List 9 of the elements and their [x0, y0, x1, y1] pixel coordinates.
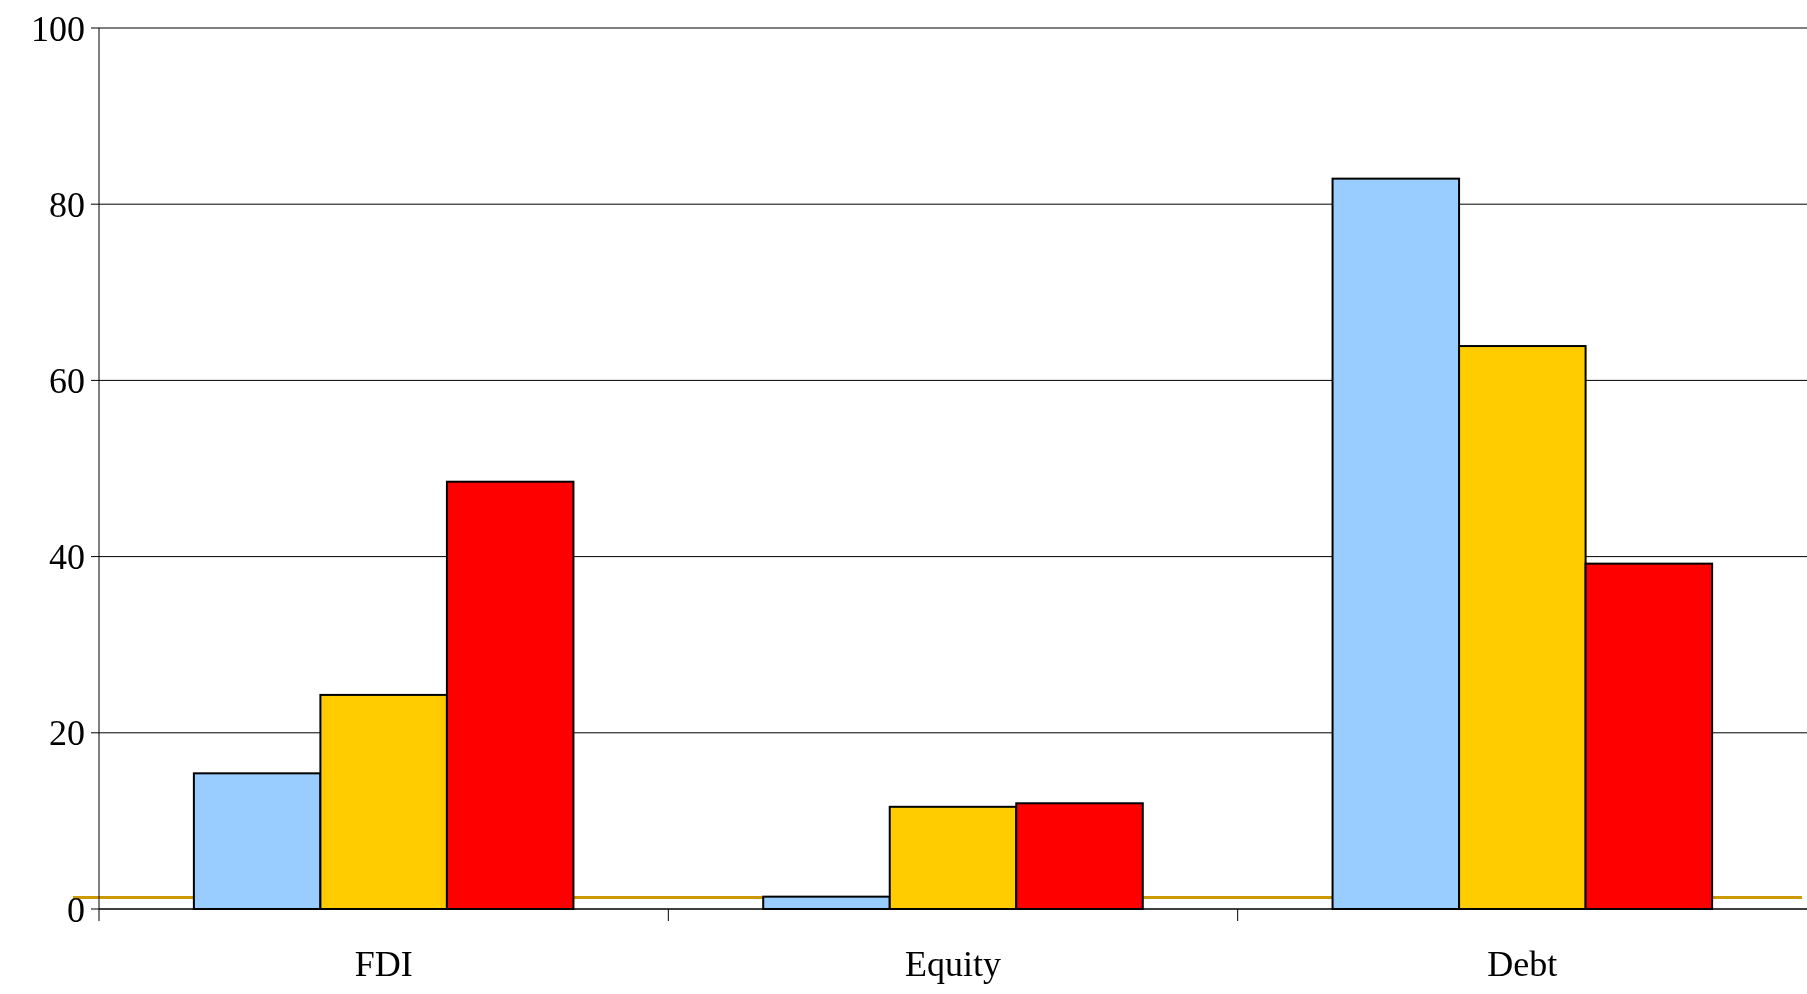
x-tick-label: Debt: [1487, 944, 1558, 984]
x-tick-label: FDI: [354, 944, 413, 984]
x-tick-label: Equity: [905, 944, 1001, 984]
y-tick-label: 100: [31, 8, 85, 49]
y-tick-label: 20: [49, 713, 85, 754]
y-tick-label: 40: [49, 537, 85, 578]
y-tick-label: 60: [49, 361, 85, 401]
y-tick-label: 0: [67, 889, 85, 930]
y-tick-label: 80: [49, 184, 85, 225]
